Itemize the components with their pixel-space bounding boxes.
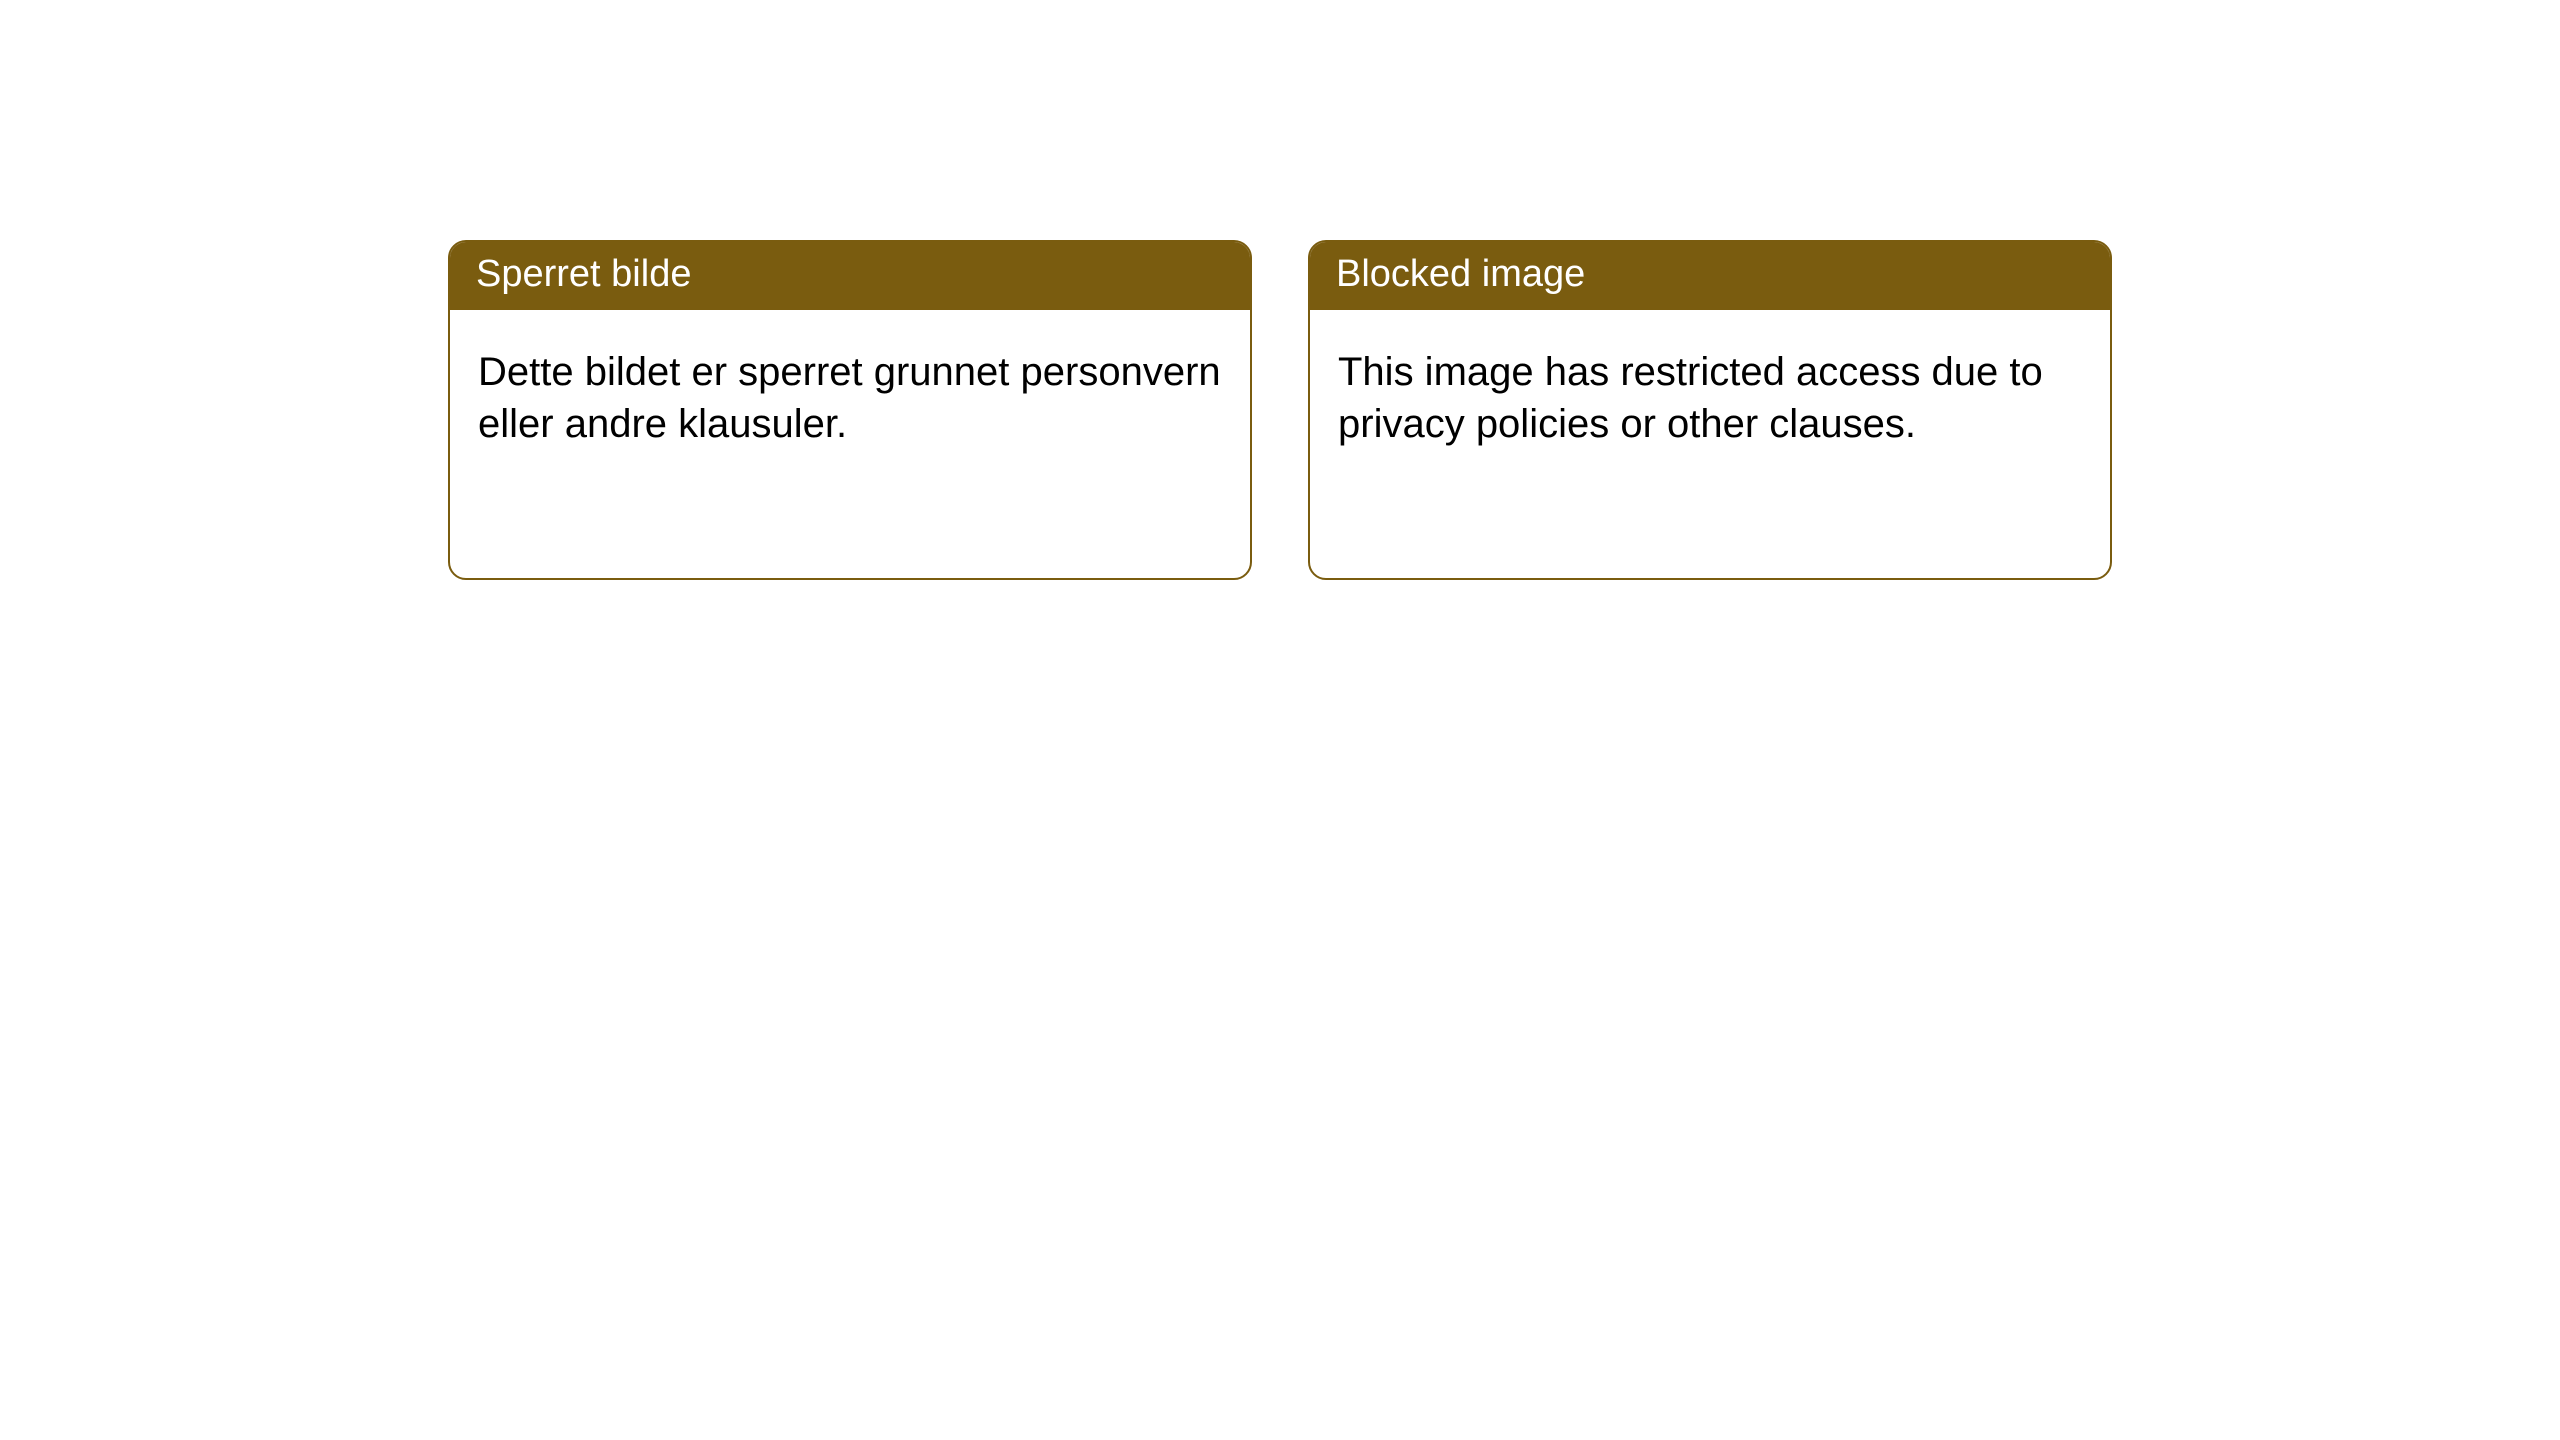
- notice-card-container: Sperret bilde Dette bildet er sperret gr…: [448, 240, 2112, 580]
- notice-card-norwegian: Sperret bilde Dette bildet er sperret gr…: [448, 240, 1252, 580]
- card-title: Sperret bilde: [476, 253, 691, 295]
- card-title: Blocked image: [1336, 253, 1585, 295]
- card-header: Sperret bilde: [450, 242, 1250, 310]
- card-header: Blocked image: [1310, 242, 2110, 310]
- card-message: Dette bildet er sperret grunnet personve…: [478, 350, 1221, 447]
- card-body: This image has restricted access due to …: [1310, 310, 2110, 578]
- card-message: This image has restricted access due to …: [1338, 350, 2043, 447]
- card-body: Dette bildet er sperret grunnet personve…: [450, 310, 1250, 578]
- notice-card-english: Blocked image This image has restricted …: [1308, 240, 2112, 580]
